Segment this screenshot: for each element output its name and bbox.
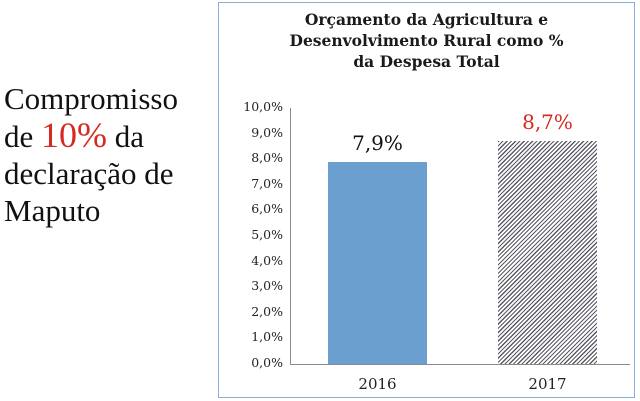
bar-value-label-2016: 7,9%	[352, 130, 403, 155]
commitment-line-1: Compromisso	[4, 81, 178, 116]
chart-title-line-2: Desenvolvimento Rural como %	[289, 31, 564, 50]
commitment-line-2: de 10% da	[4, 117, 214, 155]
commitment-line-4: Maputo	[4, 193, 101, 228]
commitment-target-percent: 10%	[41, 115, 108, 155]
bar-2016	[328, 161, 427, 364]
commitment-line-2-post: da	[107, 119, 145, 154]
y-tick-label: 9,0%	[251, 124, 283, 140]
x-axis-label-2017: 2017	[528, 375, 567, 393]
chart-title-line-3: da Despesa Total	[353, 52, 500, 71]
x-axis-label-2016: 2016	[358, 375, 397, 393]
x-axis-line	[290, 364, 630, 365]
y-tick-label: 0,0%	[251, 355, 283, 370]
maputo-commitment-text: Compromisso de 10% da declaração de Mapu…	[4, 80, 214, 229]
y-axis-line	[290, 108, 291, 364]
y-tick-label: 1,0%	[251, 329, 283, 345]
y-tick-label: 6,0%	[251, 201, 283, 217]
y-tick-label: 8,0%	[251, 150, 283, 166]
bar-2017	[498, 141, 597, 364]
chart-frame: Orçamento da Agricultura e Desenvolvimen…	[218, 2, 635, 398]
y-tick-label: 10,0%	[243, 99, 283, 114]
chart-title-line-1: Orçamento da Agricultura e	[304, 10, 549, 29]
commitment-line-3: declaração de	[4, 156, 174, 191]
chart-title: Orçamento da Agricultura e Desenvolvimen…	[219, 9, 634, 72]
y-tick-label: 3,0%	[251, 278, 283, 294]
y-tick-label: 7,0%	[251, 175, 283, 191]
commitment-line-2-pre: de	[4, 119, 42, 154]
bar-value-label-2017: 8,7%	[522, 110, 573, 135]
y-tick-label: 4,0%	[251, 252, 283, 268]
y-tick-label: 2,0%	[251, 303, 283, 319]
y-tick-label: 5,0%	[251, 227, 283, 242]
